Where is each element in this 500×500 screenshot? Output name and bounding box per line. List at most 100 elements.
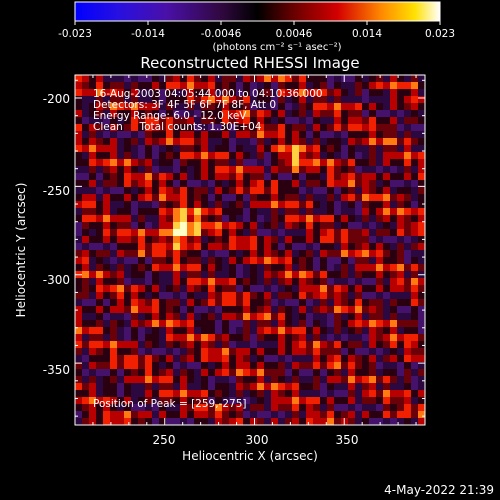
map-pixel	[278, 257, 286, 265]
map-pixel	[397, 201, 405, 209]
map-pixel	[89, 271, 97, 279]
map-pixel	[89, 348, 97, 356]
map-pixel	[124, 278, 132, 286]
map-pixel	[362, 411, 370, 419]
map-pixel	[299, 320, 307, 328]
map-pixel	[390, 110, 398, 118]
map-pixel	[201, 250, 209, 258]
map-pixel	[82, 264, 90, 272]
map-pixel	[397, 96, 405, 104]
map-pixel	[292, 173, 300, 181]
map-pixel	[355, 82, 363, 90]
map-pixel	[138, 89, 146, 97]
map-pixel	[313, 222, 321, 230]
map-pixel	[236, 222, 244, 230]
map-pixel	[166, 320, 174, 328]
map-pixel	[166, 173, 174, 181]
map-pixel	[320, 208, 328, 216]
map-pixel	[89, 194, 97, 202]
map-pixel	[285, 236, 293, 244]
map-pixel	[131, 250, 139, 258]
map-pixel	[418, 341, 425, 349]
map-pixel	[117, 327, 125, 335]
map-pixel	[264, 75, 272, 83]
map-pixel	[96, 159, 104, 167]
map-pixel	[383, 243, 391, 251]
map-pixel	[131, 306, 139, 314]
map-pixel	[145, 75, 153, 83]
map-pixel	[117, 166, 125, 174]
map-pixel	[362, 327, 370, 335]
map-pixel	[292, 222, 300, 230]
map-pixel	[82, 278, 90, 286]
x-tick-label-350: 350	[336, 433, 359, 447]
map-pixel	[341, 180, 349, 188]
map-pixel	[411, 278, 419, 286]
y-tick-label-minus200: -200	[43, 92, 70, 106]
map-pixel	[201, 369, 209, 377]
map-pixel	[299, 285, 307, 293]
map-pixel	[82, 145, 90, 153]
map-pixel	[117, 285, 125, 293]
map-pixel	[299, 292, 307, 300]
map-pixel	[411, 320, 419, 328]
map-pixel	[194, 229, 202, 237]
map-pixel	[82, 285, 90, 293]
map-pixel	[173, 131, 181, 139]
map-pixel	[369, 152, 377, 160]
map-pixel	[362, 201, 370, 209]
map-pixel	[208, 117, 216, 125]
cb-tick-label-3: 0.0046	[276, 28, 313, 40]
map-pixel	[250, 369, 258, 377]
map-pixel	[75, 215, 83, 223]
map-pixel	[131, 313, 139, 321]
map-pixel	[355, 187, 363, 195]
map-pixel	[271, 348, 279, 356]
map-pixel	[369, 173, 377, 181]
map-pixel	[418, 285, 425, 293]
map-pixel	[313, 383, 321, 391]
map-pixel	[187, 173, 195, 181]
map-pixel	[285, 341, 293, 349]
map-pixel	[159, 257, 167, 265]
map-pixel	[355, 369, 363, 377]
map-pixel	[348, 208, 356, 216]
map-pixel	[278, 320, 286, 328]
map-pixel	[145, 201, 153, 209]
map-pixel	[187, 75, 195, 83]
map-pixel	[208, 271, 216, 279]
map-pixel	[292, 299, 300, 307]
map-pixel	[320, 369, 328, 377]
map-pixel	[173, 145, 181, 153]
map-pixel	[320, 397, 328, 405]
map-pixel	[166, 278, 174, 286]
map-pixel	[292, 138, 300, 146]
map-pixel	[152, 341, 160, 349]
map-pixel	[89, 285, 97, 293]
map-pixel	[117, 236, 125, 244]
map-pixel	[145, 355, 153, 363]
map-pixel	[152, 159, 160, 167]
map-pixel	[264, 404, 272, 412]
map-pixel	[264, 250, 272, 258]
map-pixel	[355, 341, 363, 349]
map-pixel	[215, 180, 223, 188]
map-pixel	[341, 264, 349, 272]
map-pixel	[271, 131, 279, 139]
map-pixel	[236, 278, 244, 286]
map-pixel	[355, 397, 363, 405]
map-pixel	[404, 278, 412, 286]
map-pixel	[292, 124, 300, 132]
map-pixel	[222, 271, 230, 279]
map-pixel	[292, 320, 300, 328]
map-pixel	[229, 397, 237, 405]
map-pixel	[82, 390, 90, 398]
map-pixel	[131, 397, 139, 405]
map-pixel	[383, 215, 391, 223]
map-pixel	[383, 418, 391, 425]
map-pixel	[96, 306, 104, 314]
map-pixel	[187, 313, 195, 321]
map-pixel	[89, 257, 97, 265]
map-pixel	[285, 271, 293, 279]
map-pixel	[306, 201, 314, 209]
